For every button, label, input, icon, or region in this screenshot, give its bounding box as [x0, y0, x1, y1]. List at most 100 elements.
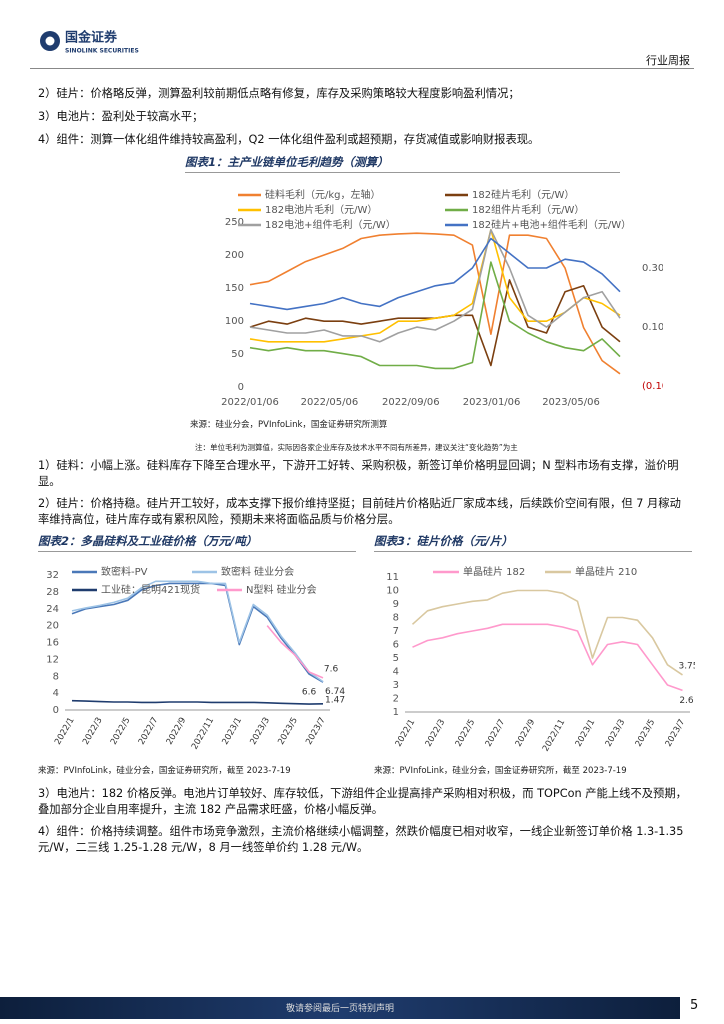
y-tick-label: 6: [393, 640, 399, 651]
y-tick-label: 0: [53, 705, 59, 716]
data-label: 3.75: [678, 661, 695, 671]
legend-label: N型料 硅业分会: [246, 583, 317, 596]
data-label: 6.6: [302, 688, 317, 698]
series-line: [249, 228, 621, 343]
chart: 2022/1 2022/3 2022/5 2022/7 2022/9 2022/11 202…: [386, 565, 695, 754]
legend-label: 单晶硅片 182: [463, 565, 525, 578]
y-tick-label: 4: [53, 688, 59, 699]
logo-cn: 国金证券: [65, 30, 118, 46]
series-line: [71, 699, 324, 705]
x-tick-label: 2023/3: [248, 716, 272, 747]
logo-en: SINOLINK SECURITIES: [65, 48, 139, 55]
legend-label: 182电池+组件毛利（元/W）: [265, 218, 396, 231]
x-tick-label: 2022/09/06: [382, 397, 440, 408]
y-tick-label: 11: [386, 572, 399, 583]
logo: 国金证券 SINOLINK SECURITIES: [40, 30, 139, 55]
y-tick-label: 3: [393, 680, 399, 691]
x-tick-label: 2023/1: [220, 716, 244, 747]
y-tick-label: 250: [225, 217, 244, 228]
chart: 2022/01/06 2022/05/06 2022/09/06 2023/01/06…: [221, 188, 663, 408]
y-tick-label: 150: [225, 283, 244, 294]
legend-label: 182电池片毛利（元/W）: [265, 203, 377, 216]
header-rule: [30, 68, 694, 69]
paragraph: 4）组件：价格持续调整。组件市场竞争激烈，主流价格继续小幅调整，然跌价幅度已相对…: [38, 825, 684, 854]
y-tick-label: 2: [393, 694, 399, 705]
y-tick-label: 12: [46, 654, 59, 665]
figure-note: 注：单位毛利为测算值，实际因各家企业库存及技术水平不同有所差异，建议关注“变化趋…: [195, 443, 518, 452]
y-tick-label: 200: [225, 250, 244, 261]
x-tick-label: 2022/3: [81, 716, 105, 747]
x-tick-label: 2022/5: [454, 718, 478, 749]
series-line: [411, 589, 683, 676]
x-tick-label: 2023/7: [304, 716, 328, 747]
page-number: 5: [690, 998, 699, 1013]
legend-label: 致密料-PV: [101, 565, 148, 578]
x-tick-label: 2022/05/06: [301, 397, 359, 408]
x-tick-label: 2022/9: [514, 718, 538, 749]
x-tick-label: 2022/01/06: [221, 397, 279, 408]
y-tick-label: 24: [46, 604, 59, 615]
y-tick-label: 8: [53, 671, 59, 682]
x-tick-label: 2023/5: [634, 718, 658, 749]
y-tick-label: 16: [46, 638, 59, 649]
series-line: [71, 580, 324, 683]
x-tick-label: 2022/1: [394, 718, 418, 749]
x-tick-label: 2022/11: [190, 716, 216, 752]
series-line: [249, 232, 621, 375]
x-tick-label: 2023/7: [664, 718, 688, 749]
section-label: 行业周报: [646, 54, 690, 67]
figure-source: 来源：PVInfoLink，硅业分会，国金证券研究所，截至 2023-7-19: [374, 766, 627, 776]
figure-title: 图表3：硅片价格（元/片）: [374, 533, 692, 552]
x-tick-label: 2023/5: [276, 716, 300, 747]
y-tick-label: 8: [393, 613, 399, 624]
x-tick-label: 2023/05/06: [542, 397, 600, 408]
x-tick-label: 2022/7: [137, 716, 161, 747]
legend-label: 182硅片+电池+组件毛利（元/W）: [472, 218, 631, 231]
figure-title: 图表2：多晶硅料及工业硅价格（万元/吨）: [38, 533, 356, 552]
series-line: [266, 625, 324, 679]
y-tick-label: 20: [46, 621, 59, 632]
series-line: [249, 237, 621, 311]
x-tick-label: 2023/1: [574, 718, 598, 749]
paragraph: 2）硅片：价格略反弹，测算盈利较前期低点略有修复，库存及采购策略较大程度影响盈利…: [38, 87, 520, 100]
series-line: [249, 279, 621, 367]
legend-label: 单晶硅片 210: [575, 565, 637, 578]
series-line: [71, 582, 324, 683]
x-tick-label: 2022/11: [541, 718, 567, 754]
x-tick-label: 2022/7: [484, 718, 508, 749]
y-tick-label: 100: [225, 316, 244, 327]
series-line: [249, 228, 621, 343]
paragraph: 4）组件：测算一体化组件维持较高盈利，Q2 一体化组件盈利或超预期，存货减值或影…: [38, 133, 540, 146]
data-label: 1.47: [325, 695, 345, 705]
footer-band: [0, 997, 680, 1019]
paragraph: 2）硅片：价格持稳。硅片开工较好，成本支撑下报价维持坚挺；目前硅片价格贴近厂家成…: [38, 497, 681, 526]
legend-label: 182硅片毛利（元/W）: [472, 188, 574, 201]
x-tick-label: 2022/1: [53, 716, 77, 747]
legend-label: 工业硅：昆明421现货: [101, 583, 200, 596]
logo-icon-inner: [45, 36, 55, 46]
x-tick-label: 2023/3: [604, 718, 628, 749]
series-line: [412, 623, 683, 692]
chart: 2022/1 2022/3 2022/5 2022/7 2022/9 2022/11 202…: [46, 565, 345, 752]
legend-label: 硅料毛利（元/kg，左轴）: [265, 188, 381, 201]
y-tick-label: 0: [238, 382, 244, 393]
y2-tick-label: 0.10: [642, 322, 663, 333]
x-tick-label: 2022/9: [165, 716, 189, 747]
series-line: [249, 261, 621, 370]
paragraph: 3）电池片：182 价格反弹。电池片订单较好、库存较低，下游组件企业提高排产采购…: [38, 787, 687, 816]
y-tick-label: 32: [46, 570, 59, 581]
y-tick-label: 50: [231, 349, 244, 360]
y-tick-label: 10: [386, 586, 399, 597]
y-tick-label: 1: [393, 707, 399, 718]
figure-title: 图表1：主产业链单位毛利趋势（测算）: [185, 154, 620, 173]
y2-tick-label: 0.30: [642, 263, 663, 274]
x-tick-label: 2023/01/06: [463, 397, 521, 408]
y-tick-label: 5: [393, 653, 399, 664]
legend-label: 致密料 硅业分会: [221, 565, 294, 578]
paragraph: 1）硅料：小幅上涨。硅料库存下降至合理水平，下游开工好转、采购积极，新签订单价格…: [38, 459, 679, 488]
footer-disclaimer: 敬请参阅最后一页特别声明: [285, 1004, 394, 1014]
x-tick-label: 2022/5: [109, 716, 133, 747]
legend-label: 182组件片毛利（元/W）: [472, 203, 584, 216]
figure-source: 来源：硅业分会，PVInfoLink，国金证券研究所测算: [190, 420, 388, 430]
